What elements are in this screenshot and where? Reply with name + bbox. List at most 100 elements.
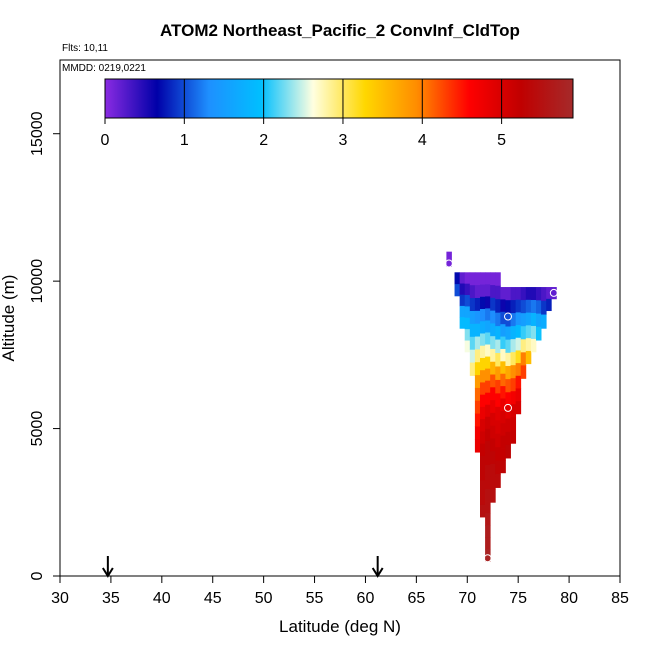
heatmap-cell [500,423,506,437]
heatmap-cell [505,365,511,380]
x-tick-label: 80 [560,590,578,607]
heatmap-cell [500,336,506,350]
x-tick-label: 85 [611,590,629,607]
heatmap-cell [505,418,511,433]
heatmap-cell [469,285,476,299]
heatmap-cell [474,297,481,312]
heatmap-cell [515,363,522,377]
heatmap-cell [536,287,542,301]
heatmap-cell [525,287,532,301]
heatmap-cell [469,272,476,286]
colorbar-tick-label: 2 [259,132,268,149]
heatmap-cell [515,375,522,389]
heatmap-cell [505,339,511,354]
x-tick-label: 40 [153,590,171,607]
colorbar-tick-label: 5 [497,132,506,149]
heatmap-cell [495,272,501,287]
heatmap-cell [474,387,481,402]
heatmap-cell [515,388,522,402]
heatmap-cell [459,272,466,284]
heatmap-cell [490,323,496,337]
heatmap-cell [495,312,501,327]
heatmap-cell [480,406,486,420]
heatmap-cell [495,447,501,462]
heatmap-cell [459,294,466,307]
heatmap-cell [546,298,552,312]
heatmap-cells [446,251,557,562]
heatmap-cell [485,380,491,394]
colorbar-tick-label: 4 [418,132,427,149]
heatmap-cell [454,272,461,285]
heatmap-cell [515,312,522,326]
heatmap-cell [500,287,506,300]
colorbar-gradient [104,78,574,119]
heatmap-cell [485,525,491,538]
heatmap-cell [485,416,491,430]
heatmap-cell [490,336,496,350]
heatmap-cell [485,368,491,382]
heatmap-cell [480,468,486,481]
heatmap-cell [505,444,511,459]
heatmap-cell [515,350,522,364]
y-axis: 0 5000 10000 15000 [29,111,60,580]
heatmap-cell [515,325,522,339]
heatmap-cell [474,349,481,363]
heatmap-cell [474,439,481,453]
heatmap-cell [536,300,542,314]
heatmap-cell [495,379,501,394]
heatmap-cell [480,321,486,334]
heatmap-cell [490,285,496,299]
heatmap-cell [459,317,466,329]
heatmap-cell [520,365,527,379]
heatmap-cell [485,452,491,466]
median-point [444,259,453,268]
y-tick-label: 10000 [29,259,46,304]
heatmap-cell [541,300,547,315]
heatmap-cell [520,326,527,340]
heatmap-cell [495,460,501,475]
heatmap-cell [515,401,522,415]
y-tick-label: 15000 [29,111,46,156]
heatmap-cell [480,370,486,383]
heatmap-cell [485,392,491,406]
heatmap-cell [480,309,486,322]
heatmap-cell [480,480,486,493]
heatmap-cell [485,489,491,502]
heatmap-cell [469,362,476,376]
heatmap-cell [500,410,506,424]
heatmap-cell [551,287,557,300]
heatmap-cell [495,285,501,300]
median-point [504,403,512,412]
heatmap-cell [490,489,496,503]
heatmap-cell [474,310,481,325]
heatmap-cell [474,272,481,286]
x-tick-label: 30 [51,590,69,607]
heatmap-cell [464,295,471,307]
heatmap-cell [480,492,486,506]
heatmap-cell [485,537,491,550]
flight-arrow [371,556,384,578]
heatmap-cell [474,285,481,299]
y-tick-label: 5000 [29,411,46,447]
heatmap-cell [464,329,471,341]
heatmap-cell [490,438,496,452]
heatmap-cell [546,287,552,300]
heatmap-cell [480,431,486,445]
heatmap-cell [505,326,511,341]
heatmap-cell [474,375,481,389]
heatmap-cell [464,283,471,296]
heatmap-cell [510,352,517,366]
heatmap-cell [490,451,496,465]
heatmap-cell [490,361,496,375]
heatmap-cell [500,448,506,461]
y-axis-label: Altitude (m) [0,275,18,362]
heatmap-cell [485,344,491,357]
median-point [504,312,512,321]
heatmap-cell [474,336,481,350]
heatmap-cell [520,352,527,366]
heatmap-cell [490,272,496,286]
heatmap-cell [480,284,486,298]
heatmap-cell [520,300,527,314]
heatmap-cell [510,313,517,327]
